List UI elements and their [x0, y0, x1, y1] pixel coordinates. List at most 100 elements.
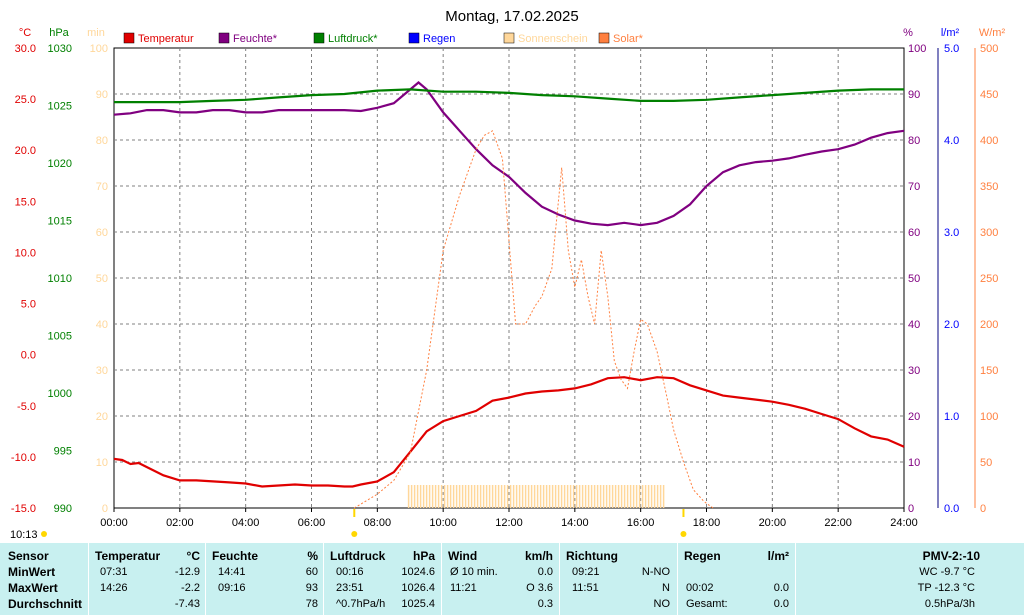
- legend-swatch: [598, 32, 610, 44]
- axis-unit-hum: %: [903, 27, 913, 39]
- x-tick-label: 18:00: [693, 517, 721, 529]
- dir-value: NO: [653, 598, 671, 610]
- x-tick-label: 10:00: [429, 517, 457, 529]
- x-tick-label: 22:00: [824, 517, 852, 529]
- axis-tick-hum: 60: [908, 227, 920, 239]
- axis-tick-solar: 0: [980, 503, 986, 515]
- legend-swatch: [218, 32, 230, 44]
- axis-tick-rain: 5.0: [944, 43, 959, 55]
- header-temperatur: Temperatur: [95, 549, 161, 563]
- axis-tick-press: 1010: [48, 273, 72, 285]
- header-hum-unit: %: [307, 549, 318, 563]
- legend-swatch: [503, 32, 515, 44]
- dir-value: N-NO: [641, 566, 670, 578]
- axis-tick-press: 1030: [48, 43, 72, 55]
- temp-value: -12.9: [174, 566, 200, 578]
- axis-tick-press: 1015: [48, 216, 72, 228]
- axis-tick-hum: 0: [908, 503, 914, 515]
- wind-label: 11:21: [450, 582, 477, 594]
- axis-tick-minutes: 30: [96, 365, 108, 377]
- axis-tick-hum: 50: [908, 273, 920, 285]
- axis-tick-minutes: 40: [96, 319, 108, 331]
- axis-tick-rain: 3.0: [944, 227, 959, 239]
- axis-tick-minutes: 0: [102, 503, 108, 515]
- axis-tick-solar: 50: [980, 457, 992, 469]
- axis-tick-temp: 15.0: [15, 196, 36, 208]
- dir-time: 09:21: [572, 566, 600, 578]
- axis-tick-press: 1005: [48, 331, 72, 343]
- axis-tick-solar: 100: [980, 411, 998, 423]
- axis-tick-temp: 30.0: [15, 43, 36, 55]
- press-value: 1024.6: [401, 566, 435, 578]
- hum-time: 09:16: [218, 582, 246, 594]
- axis-tick-hum: 70: [908, 181, 920, 193]
- column-separator: [559, 543, 560, 615]
- temp-value: -2.2: [181, 582, 200, 594]
- legend-label: Solar*: [613, 33, 644, 45]
- axis-tick-rain: 0.0: [944, 503, 959, 515]
- axis-tick-minutes: 10: [96, 457, 108, 469]
- legend-swatch: [123, 32, 135, 44]
- wind-value: O 3.6: [526, 582, 553, 594]
- axis-tick-hum: 80: [908, 135, 920, 147]
- press-value: 1026.4: [401, 582, 435, 594]
- row-label: MinWert: [8, 565, 56, 579]
- axis-tick-temp: 5.0: [21, 299, 36, 311]
- header-richtung: Richtung: [566, 549, 618, 563]
- x-tick-label: 12:00: [495, 517, 523, 529]
- axis-tick-minutes: 50: [96, 273, 108, 285]
- column-separator: [795, 543, 796, 615]
- legend-label: Regen: [423, 33, 455, 45]
- sun-dot: [351, 531, 358, 537]
- header-sensor: Sensor: [8, 549, 49, 563]
- press-value: 1025.4: [401, 598, 435, 610]
- x-tick-label: 14:00: [561, 517, 589, 529]
- column-separator: [677, 543, 678, 615]
- rain-value: 0.0: [773, 582, 789, 594]
- axis-tick-solar: 500: [980, 43, 998, 55]
- axis-tick-minutes: 90: [96, 89, 108, 101]
- axis-tick-temp: 20.0: [15, 145, 36, 157]
- series-line-temperatur: [113, 376, 905, 488]
- wind-value: 0.3: [537, 598, 553, 610]
- wind-value: 0.0: [537, 566, 553, 578]
- pmv-extra: TP -12.3 °C: [917, 582, 975, 594]
- axis-tick-press: 1025: [48, 101, 72, 113]
- rain-value: 0.0: [773, 598, 789, 610]
- legend-swatch: [408, 32, 420, 44]
- axes: °C 30.0 25.0 20.0 15.0 10.0 5.0 0.0 -5.0 -10.0 -15…: [11, 27, 1006, 529]
- sunrise-dot: [41, 531, 47, 537]
- header-feuchte: Feuchte: [212, 549, 259, 563]
- series-line-feuchte: [113, 81, 905, 227]
- temp-value: -7.43: [174, 598, 200, 610]
- x-tick-label: 06:00: [298, 517, 326, 529]
- axis-tick-rain: 2.0: [944, 319, 959, 331]
- press-time: ^0.7hPa/h: [336, 598, 386, 610]
- axis-tick-minutes: 20: [96, 411, 108, 423]
- header-press-unit: hPa: [412, 549, 435, 563]
- series-line-luftdruck: [114, 88, 904, 104]
- axis-tick-solar: 450: [980, 89, 998, 101]
- hum-value: 93: [305, 582, 318, 594]
- column-separator: [205, 543, 206, 615]
- axis-tick-hum: 90: [908, 89, 920, 101]
- axis-tick-hum: 100: [908, 43, 926, 55]
- grid: [114, 48, 904, 508]
- header-luftdruck: Luftdruck: [330, 549, 386, 563]
- legend-label: Feuchte*: [233, 33, 278, 45]
- axis-tick-temp: -5.0: [17, 401, 36, 413]
- hum-value: 60: [305, 566, 318, 578]
- x-tick-label: 08:00: [364, 517, 392, 529]
- axis-tick-temp: -10.0: [11, 452, 36, 464]
- legend-label: Sonnenschein: [518, 33, 588, 45]
- axis-tick-rain: 4.0: [944, 135, 959, 147]
- rain-time: 00:02: [686, 582, 714, 594]
- axis-tick-temp: 10.0: [15, 247, 36, 259]
- pmv-extra: WC -9.7 °C: [919, 566, 975, 578]
- x-tick-label: 16:00: [627, 517, 655, 529]
- sun-dot: [680, 531, 687, 537]
- header-pmv: PMV-2:-10: [922, 549, 980, 563]
- header-wind: Wind: [448, 549, 478, 563]
- press-time: 00:16: [336, 566, 364, 578]
- rain-time: Gesamt:: [686, 598, 728, 610]
